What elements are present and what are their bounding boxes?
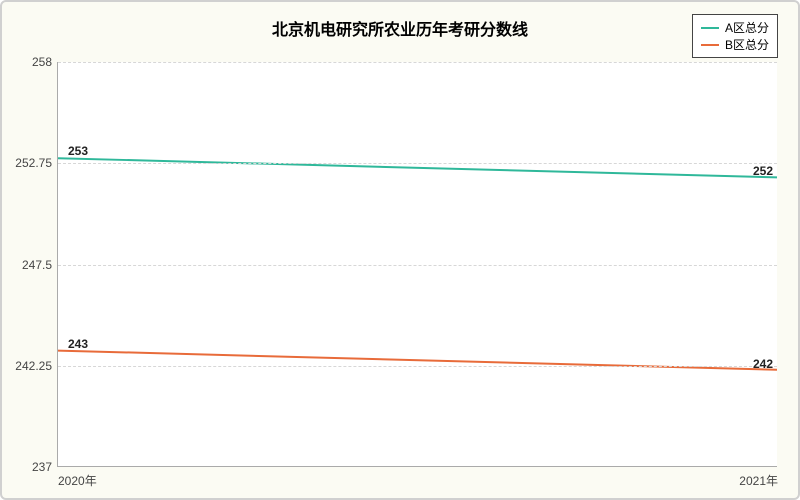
legend-swatch-icon [701,27,719,29]
x-axis-tick-label: 2020年 [58,472,97,489]
legend: A区总分 B区总分 [692,14,778,58]
data-point-label: 242 [753,357,773,371]
y-axis-tick-label: 242.25 [15,359,52,373]
series-line [58,351,777,370]
chart-container: 北京机电研究所农业历年考研分数线 A区总分 B区总分 237 242.25 247.… [0,0,800,500]
data-point-label: 253 [68,144,88,158]
legend-swatch-icon [701,44,719,46]
x-axis-tick-label: 2021年 [739,472,778,489]
data-point-label: 252 [753,164,773,178]
legend-item: A区总分 [701,19,769,36]
y-axis-tick-label: 252.75 [15,156,52,170]
series-line [58,158,777,177]
legend-label: B区总分 [725,36,769,53]
chart-title: 北京机电研究所农业历年考研分数线 [2,16,798,40]
gridline [58,163,777,164]
gridline [58,62,777,63]
gridline [58,366,777,367]
legend-item: B区总分 [701,36,769,53]
legend-label: A区总分 [725,19,769,36]
y-axis-tick-label: 237 [32,460,52,474]
y-axis-tick-label: 258 [32,55,52,69]
gridline [58,265,777,266]
plot-area: 237242.25247.5252.752582020年2021年2532522… [57,62,777,467]
data-point-label: 243 [68,337,88,351]
y-axis-tick-label: 247.5 [22,258,52,272]
